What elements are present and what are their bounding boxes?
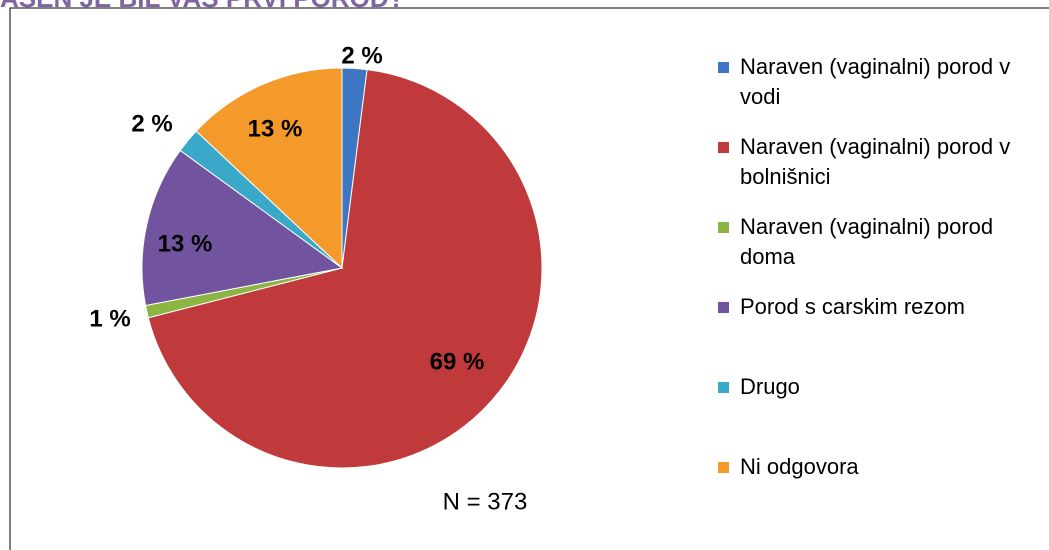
pie-slice [195,67,343,270]
legend-label: Naraven (vaginalni) porod doma [740,214,994,269]
legend-item: Ni odgovora [718,452,1038,532]
data-label: 2 % [131,110,172,137]
legend-item: Naraven (vaginalni) porod doma [718,212,1038,292]
legend-swatch [718,382,729,393]
data-label: 13 % [248,115,303,142]
legend-item: Drugo [718,372,1038,452]
pie-slice [141,149,344,307]
data-label: 13 % [158,230,213,257]
legend-swatch [718,62,729,73]
legend-item: Porod s carskim rezom [718,292,1038,372]
legend-item: Naraven (vaginalni) porod v bolnišnici [718,132,1038,212]
data-label: 69 % [430,348,485,375]
frame [9,7,1049,550]
legend: Naraven (vaginalni) porod v vodi Naraven … [718,52,1038,532]
legend-label: Drugo [740,374,800,399]
data-label: 2 % [341,42,382,69]
data-label: 1 % [89,305,130,332]
annotation: N = 373 [443,488,528,515]
pie-slice [147,69,543,469]
legend-label: Ni odgovora [740,454,859,479]
legend-swatch [718,302,729,313]
chart-title: AŠEN JE BIL VAŠ PRVI POROD? [0,0,405,13]
legend-label: Naraven (vaginalni) porod v vodi [740,54,1011,109]
legend-label: Naraven (vaginalni) porod v bolnišnici [740,134,1011,189]
legend-swatch [718,222,729,233]
legend-item: Naraven (vaginalni) porod v vodi [718,52,1038,132]
legend-swatch [718,462,729,473]
legend-swatch [718,142,729,153]
legend-label: Porod s carskim rezom [740,294,965,319]
